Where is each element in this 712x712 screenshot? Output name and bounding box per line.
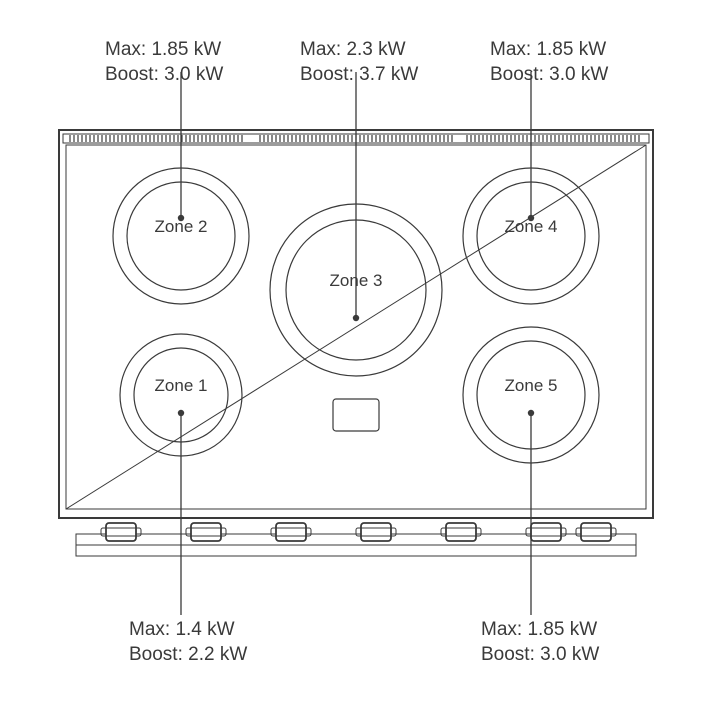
zone-4-boost: Boost: 3.0 kW <box>490 64 608 85</box>
knob <box>101 523 141 541</box>
zone-1-dot <box>178 410 184 416</box>
zone-5-label: Zone 5 <box>505 376 558 395</box>
zone-1-boost: Boost: 2.2 kW <box>129 644 247 665</box>
knob <box>526 523 566 541</box>
knob <box>356 523 396 541</box>
zone-1-label: Zone 1 <box>155 376 208 395</box>
cooktop-diagram: Zone 1Max: 1.4 kWBoost: 2.2 kWZone 2Max:… <box>0 0 712 712</box>
zone-5-boost: Boost: 3.0 kW <box>481 644 599 665</box>
zone-1-max: Max: 1.4 kW <box>129 619 235 640</box>
knob <box>576 523 616 541</box>
knob <box>186 523 226 541</box>
knob <box>271 523 311 541</box>
zone-5-dot <box>528 410 534 416</box>
knob <box>441 523 481 541</box>
zone-3-max: Max: 2.3 kW <box>300 39 406 60</box>
zone-2-max: Max: 1.85 kW <box>105 39 221 60</box>
zone-5-max: Max: 1.85 kW <box>481 619 597 640</box>
zone-4-dot <box>528 215 534 221</box>
zone-4-max: Max: 1.85 kW <box>490 39 606 60</box>
zone-2-dot <box>178 215 184 221</box>
zone-3-dot <box>353 315 359 321</box>
zone-3-boost: Boost: 3.7 kW <box>300 64 418 85</box>
zone-2-boost: Boost: 3.0 kW <box>105 64 223 85</box>
